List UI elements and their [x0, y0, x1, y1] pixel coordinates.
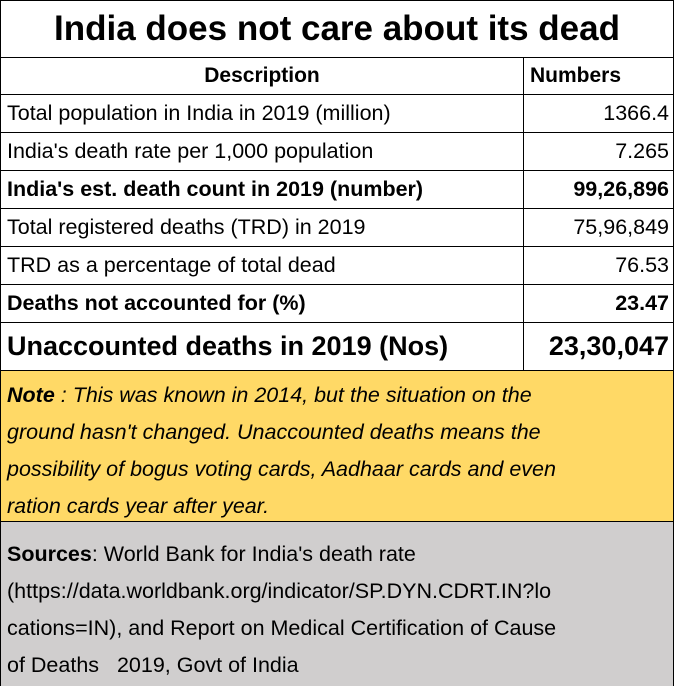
- sources-box: Sources: World Bank for India's death ra…: [1, 522, 673, 686]
- sources-line: cations=IN), and Report on Medical Certi…: [7, 616, 557, 640]
- note-label: Note: [7, 383, 55, 407]
- note-line: ground hasn't changed. Unaccounted death…: [7, 420, 541, 444]
- row-number: 75,96,849: [573, 215, 669, 239]
- page-title: India does not care about its dead: [1, 1, 673, 58]
- header-description: Description: [1, 58, 524, 94]
- row-description: India's est. death count in 2019 (number…: [1, 171, 524, 208]
- table-row: India's est. death count in 2019 (number…: [1, 171, 673, 209]
- table-header-row: Description Numbers: [1, 58, 673, 95]
- sources-label: Sources: [7, 542, 92, 566]
- sources-line: of Deaths 2019, Govt of India: [7, 653, 299, 677]
- row-number: 99,26,896: [573, 177, 669, 201]
- row-description: Unaccounted deaths in 2019 (Nos): [1, 323, 524, 370]
- table-row: Total registered deaths (TRD) in 2019 75…: [1, 209, 673, 247]
- row-description: TRD as a percentage of total dead: [1, 247, 524, 284]
- row-description: Total population in India in 2019 (milli…: [1, 95, 524, 132]
- note-text: : This was known in 2014, but the situat…: [54, 383, 532, 407]
- row-description: Deaths not accounted for (%): [1, 285, 524, 322]
- row-number: 1366.4: [603, 101, 669, 125]
- table-row: TRD as a percentage of total dead 76.53: [1, 247, 673, 285]
- row-description: Total registered deaths (TRD) in 2019: [1, 209, 524, 246]
- sources-line: (https://data.worldbank.org/indicator/SP…: [7, 579, 552, 603]
- table-row-total: Unaccounted deaths in 2019 (Nos) 23,30,0…: [1, 323, 673, 371]
- data-table: Description Numbers Total population in …: [1, 58, 673, 371]
- table-row: Total population in India in 2019 (milli…: [1, 95, 673, 133]
- row-number: 23,30,047: [548, 331, 669, 361]
- header-numbers: Numbers: [530, 64, 622, 87]
- sources-line: Sources: World Bank for India's death ra…: [7, 536, 667, 573]
- note-line: ration cards year after year.: [7, 494, 270, 518]
- note-line: Note : This was known in 2014, but the s…: [7, 383, 532, 407]
- row-number: 23.47: [615, 291, 669, 315]
- row-number: 7.265: [615, 139, 669, 163]
- table-row: Deaths not accounted for (%) 23.47: [1, 285, 673, 323]
- sources-text: : World Bank for India's death rate: [91, 542, 416, 566]
- note-line: possibility of bogus voting cards, Aadha…: [7, 457, 556, 481]
- note-box: Note : This was known in 2014, but the s…: [1, 371, 673, 522]
- row-description: India's death rate per 1,000 population: [1, 133, 524, 170]
- table-row: India's death rate per 1,000 population …: [1, 133, 673, 171]
- row-number: 76.53: [615, 253, 669, 277]
